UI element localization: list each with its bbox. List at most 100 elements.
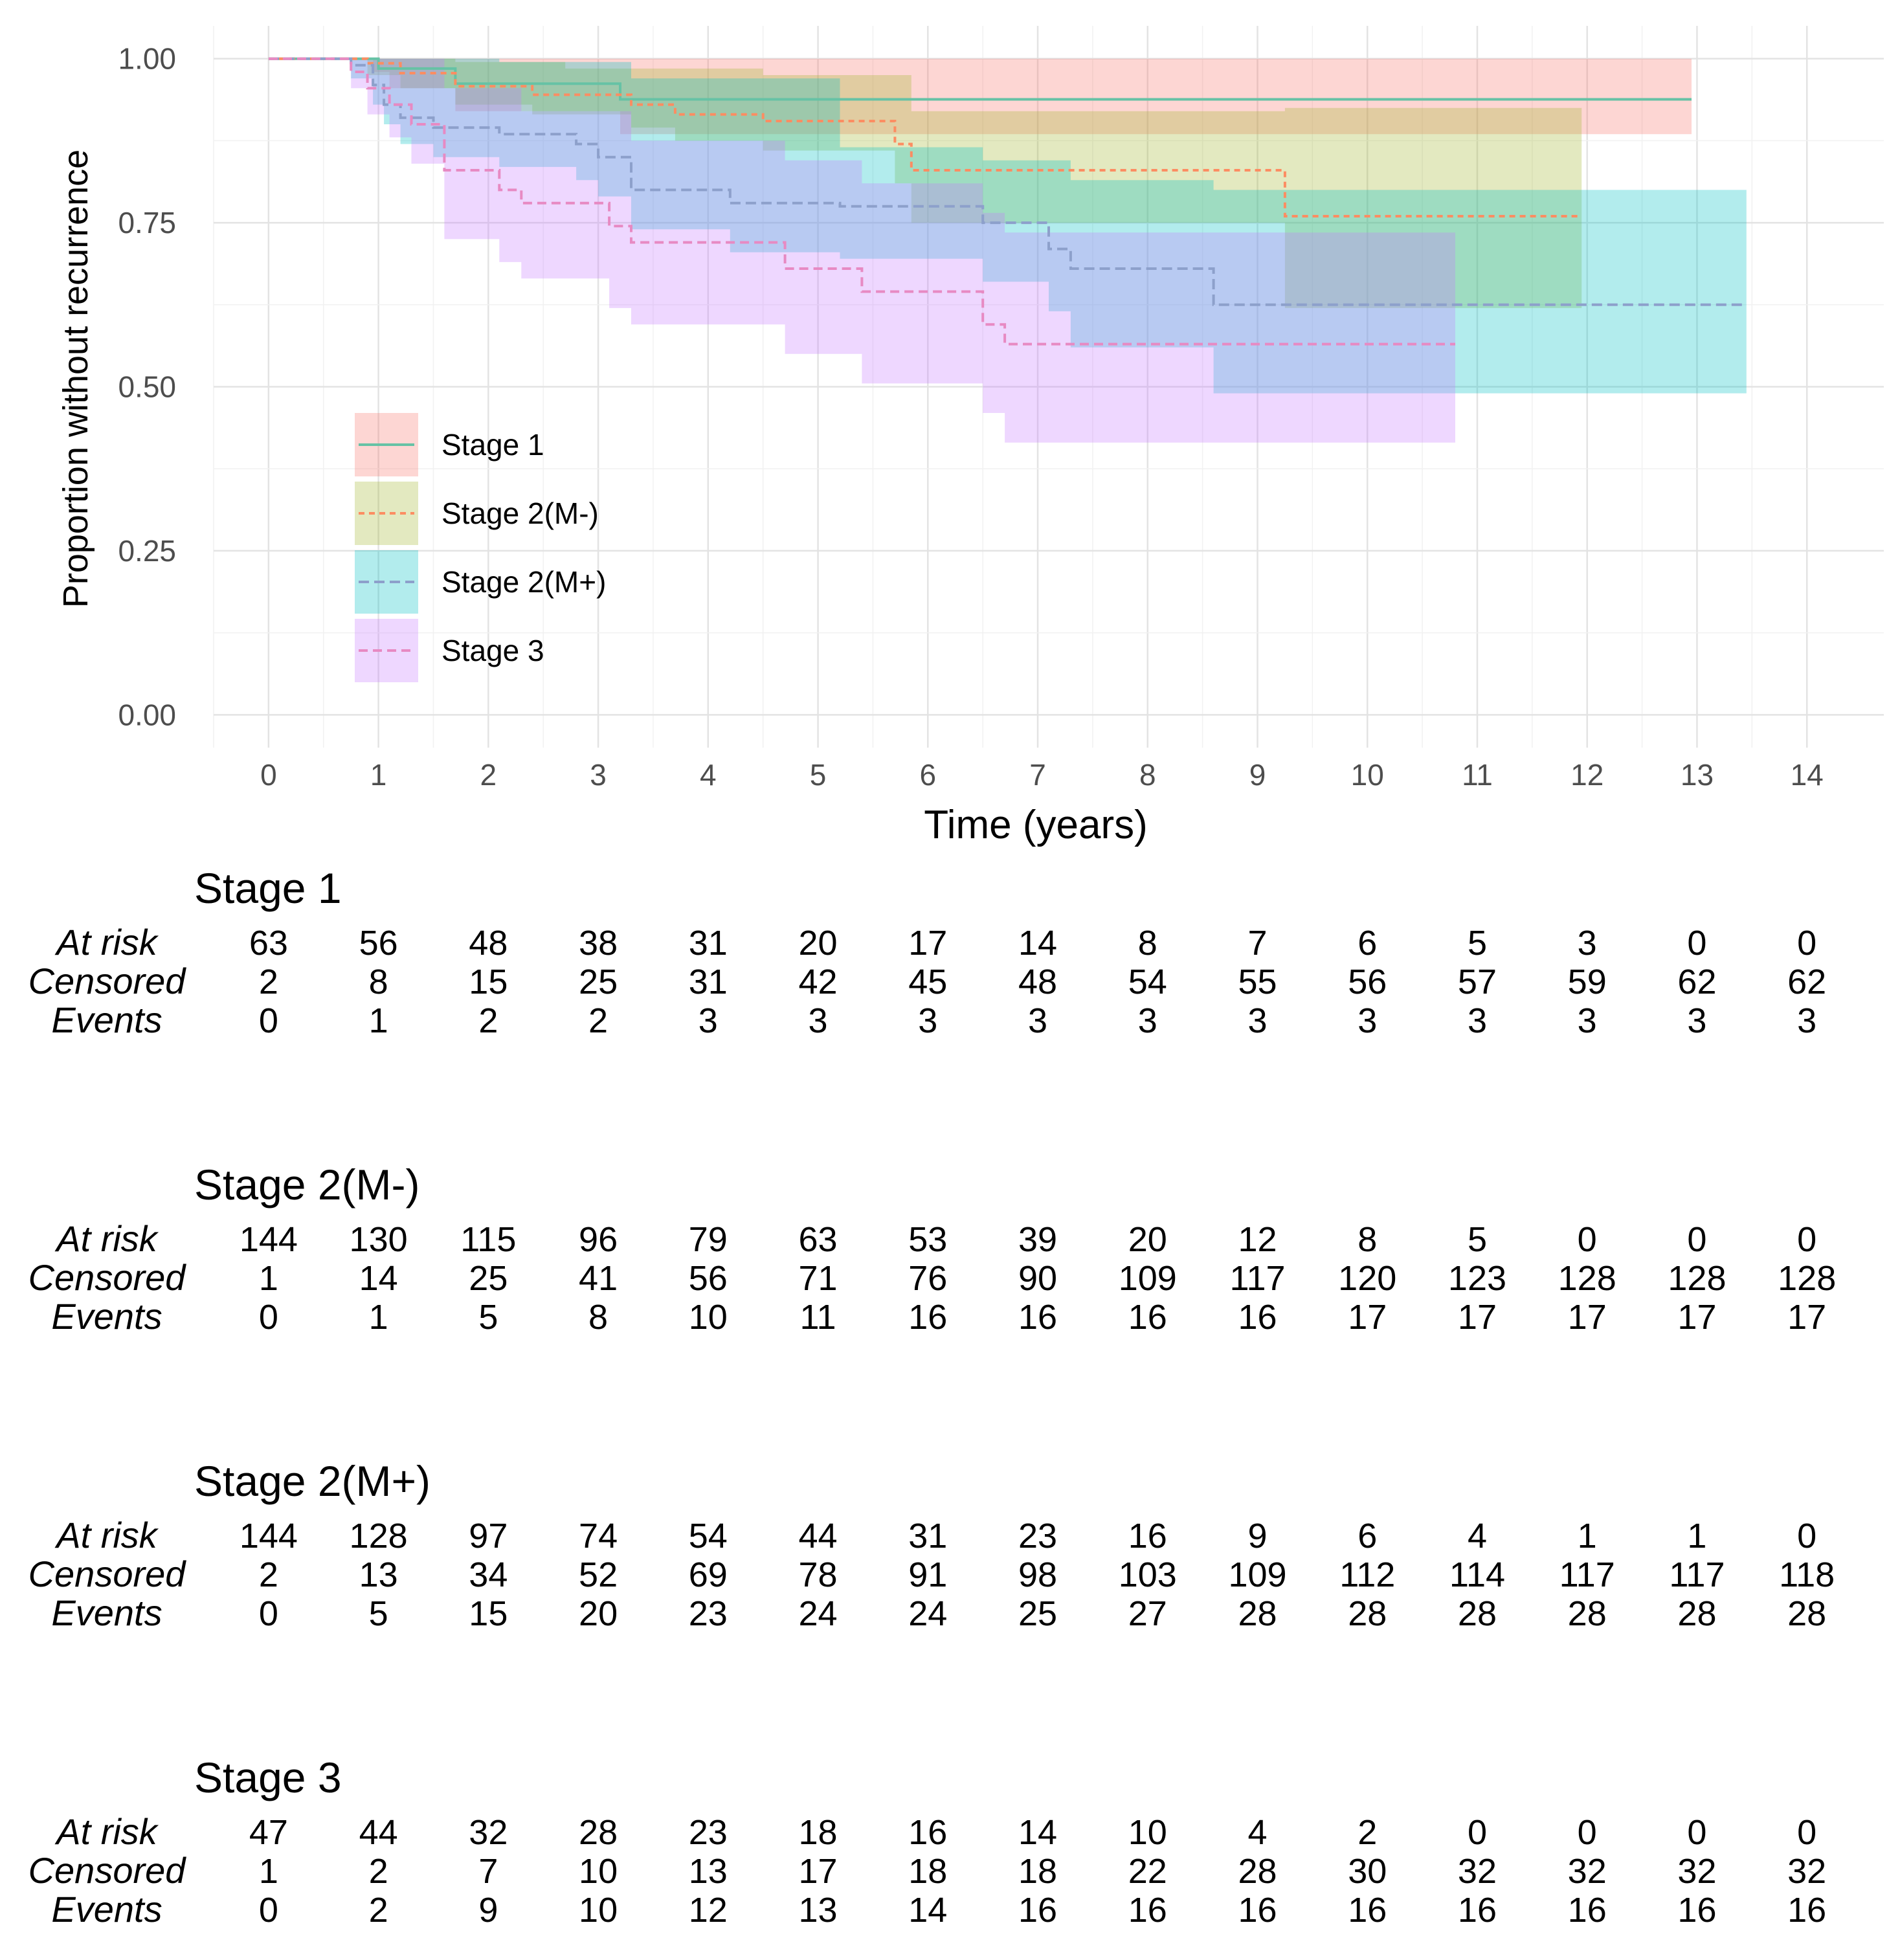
risk-table-cell: 109 [1119, 1259, 1177, 1298]
risk-table-cell: 32 [469, 1813, 508, 1852]
risk-table-cell: 8 [588, 1298, 608, 1337]
risk-table-title: Stage 2(M-) [194, 1161, 419, 1208]
risk-table-cell: 28 [1568, 1594, 1607, 1633]
risk-table-cell: 3 [1358, 1001, 1377, 1040]
risk-table-cell: 16 [1787, 1891, 1826, 1930]
confidence-band [268, 58, 1582, 308]
risk-table-cell: 91 [908, 1555, 947, 1594]
risk-table-cell: 20 [579, 1594, 618, 1633]
risk-table-cell: 4 [1468, 1517, 1487, 1555]
survival-curve [268, 57, 1692, 101]
risk-table-cell: 17 [1568, 1298, 1607, 1337]
confidence-band [268, 58, 1692, 135]
risk-table-cell: 32 [1677, 1852, 1716, 1891]
risk-table-cell: 16 [908, 1298, 947, 1337]
legend-key-band [355, 482, 418, 545]
risk-table-cell: 112 [1339, 1555, 1395, 1594]
risk-table-row-label: Events [51, 1296, 162, 1337]
risk-table-cell: 1 [259, 1259, 278, 1298]
risk-table-cell: 2 [259, 1555, 278, 1594]
risk-table-row-label: Events [51, 1592, 162, 1633]
risk-table-cell: 16 [1018, 1298, 1057, 1337]
risk-table-cell: 2 [369, 1852, 388, 1891]
x-tick-label: 8 [1139, 758, 1156, 792]
risk-table-cell: 17 [908, 924, 947, 963]
legend-label: Stage 1 [441, 428, 544, 462]
risk-table-cell: 16 [1238, 1298, 1277, 1337]
risk-table-cell: 16 [1458, 1891, 1497, 1930]
risk-table-cell: 5 [478, 1298, 498, 1337]
risk-table-cell: 3 [1468, 1001, 1487, 1040]
risk-table-cell: 57 [1458, 963, 1497, 1001]
x-tick-label: 10 [1351, 758, 1384, 792]
risk-table-cell: 118 [1779, 1555, 1835, 1594]
risk-table-cell: 56 [359, 924, 398, 963]
risk-table-cell: 76 [908, 1259, 947, 1298]
risk-table-cell: 4 [1247, 1813, 1267, 1852]
risk-table-cell: 39 [1018, 1220, 1057, 1259]
risk-table-cell: 25 [1018, 1594, 1057, 1633]
x-tick-label: 14 [1791, 758, 1824, 792]
risk-table-cell: 71 [799, 1259, 838, 1298]
risk-table-cell: 0 [1797, 1517, 1816, 1555]
risk-table-cell: 9 [478, 1891, 498, 1930]
x-tick-label: 2 [480, 758, 497, 792]
risk-table-cell: 63 [249, 924, 288, 963]
risk-table-cell: 32 [1787, 1852, 1826, 1891]
risk-table-cell: 16 [1128, 1298, 1167, 1337]
confidence-bands [268, 58, 1747, 443]
risk-table-cell: 98 [1018, 1555, 1057, 1594]
risk-table-cell: 18 [908, 1852, 947, 1891]
risk-table-cell: 9 [1247, 1517, 1267, 1555]
risk-table-cell: 30 [1348, 1852, 1387, 1891]
risk-table-cell: 1 [369, 1298, 388, 1337]
x-tick-label: 3 [590, 758, 607, 792]
axes: Proportion without recurrence Time (year… [56, 42, 1824, 847]
survival-curve [268, 57, 1582, 217]
risk-table-cell: 1 [259, 1852, 278, 1891]
risk-table-cell: 48 [1018, 963, 1057, 1001]
legend-label: Stage 2(M+) [441, 565, 606, 599]
risk-table-cell: 0 [1797, 924, 1816, 963]
risk-table-cell: 114 [1449, 1555, 1505, 1594]
risk-table-cell: 128 [1668, 1259, 1726, 1298]
risk-table-cell: 10 [689, 1298, 728, 1337]
risk-table-cell: 128 [350, 1517, 408, 1555]
x-tick-label: 13 [1681, 758, 1714, 792]
risk-table-cell: 28 [1458, 1594, 1497, 1633]
risk-table-cell: 1 [1687, 1517, 1706, 1555]
risk-table-cell: 56 [689, 1259, 728, 1298]
risk-table-cell: 3 [1578, 924, 1597, 963]
risk-table-cell: 16 [908, 1813, 947, 1852]
risk-table-cell: 14 [908, 1891, 947, 1930]
risk-table-cell: 63 [799, 1220, 838, 1259]
risk-table-cell: 0 [1578, 1813, 1597, 1852]
risk-table-cell: 17 [799, 1852, 838, 1891]
risk-table-cell: 13 [689, 1852, 728, 1891]
risk-table-cell: 2 [259, 963, 278, 1001]
risk-table-cell: 44 [359, 1813, 398, 1852]
risk-table-cell: 17 [1458, 1298, 1497, 1337]
risk-table-cell: 62 [1787, 963, 1826, 1001]
risk-table-cell: 144 [240, 1517, 298, 1555]
risk-table-cell: 47 [249, 1813, 288, 1852]
risk-table-cell: 1 [1578, 1517, 1597, 1555]
risk-table-cell: 16 [1128, 1517, 1167, 1555]
risk-table-cell: 53 [908, 1220, 947, 1259]
risk-table-cell: 17 [1348, 1298, 1387, 1337]
risk-table-cell: 16 [1348, 1891, 1387, 1930]
risk-table-cell: 52 [579, 1555, 618, 1594]
risk-table-cell: 3 [1797, 1001, 1816, 1040]
risk-table-row-label: Censored [28, 1257, 187, 1298]
risk-table-cell: 11 [800, 1298, 836, 1337]
risk-table-cell: 0 [1578, 1220, 1597, 1259]
x-tick-label: 11 [1462, 758, 1493, 792]
x-axis-title: Time (years) [924, 803, 1148, 847]
risk-table-cell: 27 [1128, 1594, 1167, 1633]
risk-table-cell: 7 [478, 1852, 498, 1891]
y-tick-label: 0.25 [118, 534, 176, 568]
risk-table-cell: 120 [1338, 1259, 1396, 1298]
confidence-band [268, 58, 1455, 443]
risk-table-cell: 3 [1247, 1001, 1267, 1040]
risk-table-cell: 28 [1238, 1594, 1277, 1633]
